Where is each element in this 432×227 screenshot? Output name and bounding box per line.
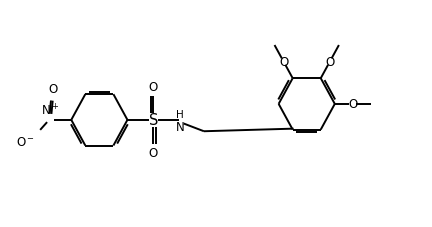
Text: O: O [279,56,288,69]
Text: O: O [149,81,158,94]
Text: S: S [149,113,158,128]
Text: O: O [325,56,334,69]
Text: H: H [176,110,184,120]
Text: O: O [348,98,358,111]
Text: O: O [48,83,57,96]
Text: N$^+$: N$^+$ [41,103,60,118]
Text: N: N [176,120,184,133]
Text: O$^-$: O$^-$ [16,136,35,149]
Text: O: O [149,147,158,160]
